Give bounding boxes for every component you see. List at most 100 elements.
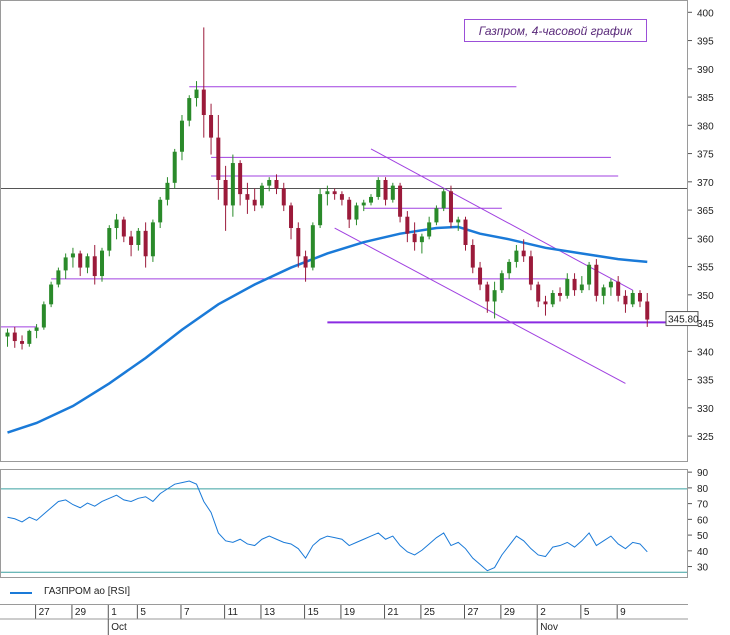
candle-body (390, 185, 395, 200)
candle-body (528, 256, 533, 285)
candle-body (485, 284, 490, 302)
candle-body (274, 179, 279, 189)
date-tick-label: 11 (228, 607, 239, 618)
candle-body (565, 278, 570, 296)
candle-body (478, 267, 483, 285)
date-tick-label: 19 (344, 607, 356, 618)
candle-body (543, 301, 548, 305)
candle-body (463, 219, 468, 245)
rsi-tick-label: 70 (697, 500, 709, 511)
candle-body (209, 115, 214, 138)
date-tick-label: 27 (39, 607, 51, 618)
price-tick-label: 330 (697, 404, 714, 415)
candle-body (114, 219, 119, 229)
candle-body (608, 281, 613, 288)
price-tick-label: 380 (697, 121, 714, 132)
candle-body (121, 219, 126, 237)
candle-body (70, 253, 75, 258)
candle-body (434, 208, 439, 223)
date-tick-label: 27 (468, 607, 480, 618)
date-tick-label: 9 (620, 607, 626, 618)
price-tick-label: 370 (697, 178, 714, 189)
candle-body (63, 257, 68, 271)
candle-body (5, 332, 10, 337)
rsi-tick-label: 80 (697, 484, 709, 495)
candle-body (354, 205, 359, 220)
candle-body (398, 185, 403, 217)
candle-body (216, 137, 221, 180)
candle-body (303, 256, 308, 268)
sma-line (7, 225, 648, 434)
candle-body (107, 228, 112, 251)
price-tick-label: 385 (697, 93, 714, 104)
candle-body (20, 341, 25, 344)
candle-body (376, 179, 381, 197)
price-axis: 325 330 335 340 345 350 355 360 365 370 375 380 385 3… (665, 8, 714, 443)
candle-body (427, 222, 432, 237)
candle-body (230, 163, 235, 206)
rsi-line (7, 480, 648, 572)
candle-body (536, 284, 541, 302)
candle-body (616, 281, 621, 296)
candle-body (194, 89, 199, 99)
candle-body (558, 293, 563, 296)
candle-body (499, 273, 504, 291)
candle-body (405, 216, 410, 234)
candle-body (550, 293, 555, 305)
rsi-tick-label: 30 (697, 563, 709, 574)
candle-body (158, 199, 163, 223)
candle-body (27, 330, 32, 344)
date-tick-label: 15 (308, 607, 320, 618)
candle-body (201, 89, 206, 116)
rsi-axis: 30 40 50 60 70 80 90 (688, 468, 709, 574)
rsi-tick-label: 60 (697, 515, 709, 526)
candle-body (637, 293, 642, 302)
candle-body (34, 327, 39, 331)
price-tick-label: 335 (697, 376, 714, 387)
date-tick-label: 25 (424, 607, 436, 618)
price-tick-label: 395 (697, 37, 714, 48)
candle-body (150, 222, 155, 257)
date-tick-label: 21 (388, 607, 400, 618)
candle-body (165, 182, 170, 200)
indicator-legend: ГАЗПРОМ ао [RSI] (0, 584, 688, 602)
candle-body (49, 284, 54, 305)
last-price-marker: 345.80 (665, 311, 699, 327)
candle-body (521, 250, 526, 257)
candle-body (339, 194, 344, 200)
month-tick-label: Nov (540, 622, 558, 633)
candle-body (470, 244, 475, 268)
candle-body (347, 199, 352, 220)
candle-body (383, 179, 388, 200)
candle-body (296, 228, 301, 257)
candle-body (594, 264, 599, 296)
candle-body (492, 290, 497, 302)
candle-body (601, 287, 606, 296)
candle-body (332, 191, 337, 195)
candle-body (12, 332, 17, 342)
price-tick-label: 390 (697, 65, 714, 76)
candle-body (579, 284, 584, 291)
date-tick-label: 13 (264, 607, 276, 618)
price-tick-label: 350 (697, 291, 714, 302)
candle-body (587, 264, 592, 285)
candle-body (92, 256, 97, 277)
rsi-panel (0, 469, 688, 578)
candle-body (572, 278, 577, 291)
candle-body (645, 301, 650, 320)
candle-body (245, 194, 250, 200)
date-tick-label: 5 (140, 607, 146, 618)
price-tick-label: 345 (697, 319, 714, 330)
candle-body (85, 256, 90, 268)
trend-line (334, 227, 626, 384)
candle-body (179, 120, 184, 152)
price-chart (1, 27, 687, 434)
candle-body (143, 230, 148, 257)
price-chart-panel: Газпром, 4-часовой график (0, 0, 688, 462)
price-tick-label: 400 (697, 8, 714, 19)
candle-body (456, 219, 461, 223)
candle-body (419, 236, 424, 243)
candle-body (289, 205, 294, 229)
legend-rsi-label: ГАЗПРОМ ао [RSI] (44, 586, 130, 597)
